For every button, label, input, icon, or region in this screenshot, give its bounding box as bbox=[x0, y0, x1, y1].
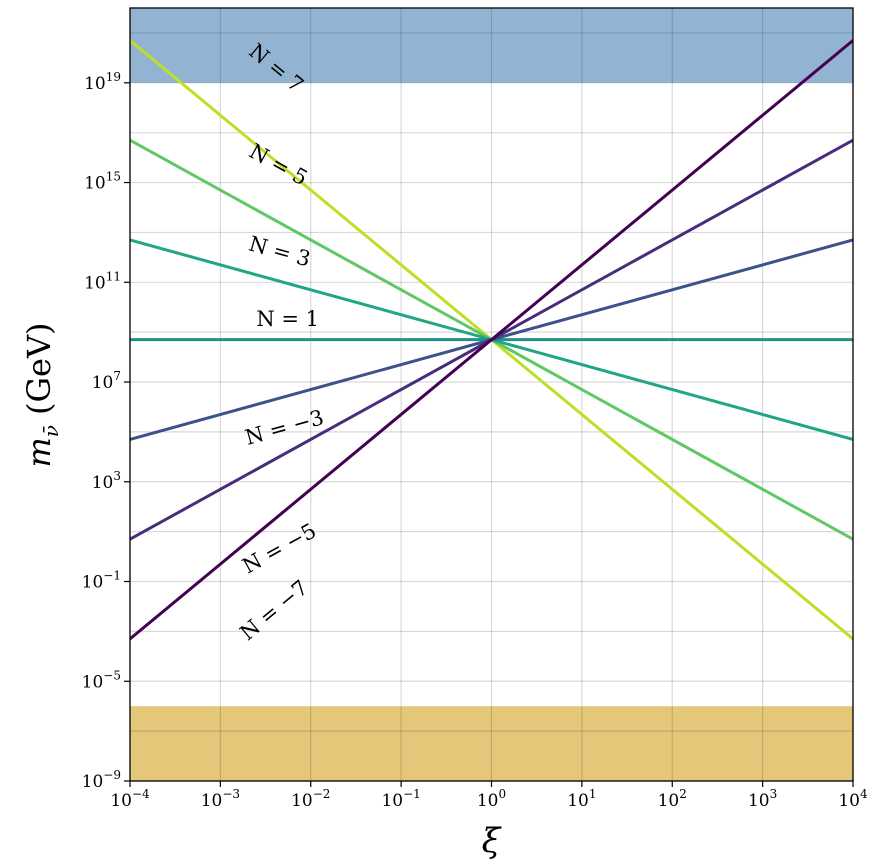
y-axis-title: mν̄ (GeV) bbox=[20, 322, 63, 467]
y-axis-title-symbol: m bbox=[20, 437, 58, 467]
y-tick-label-0: 10−9 bbox=[82, 768, 121, 792]
series-label-4: N = −3 bbox=[243, 405, 327, 449]
svg-text:mν̄(GeV): mν̄ (GeV) bbox=[20, 322, 63, 467]
x-tick-label-3: 10−1 bbox=[381, 787, 420, 811]
shaded-band-0 bbox=[130, 8, 853, 83]
x-tick-label-6: 102 bbox=[658, 787, 687, 811]
y-tick-label-4: 107 bbox=[92, 369, 121, 393]
x-tick-label-5: 101 bbox=[567, 787, 596, 811]
x-axis-title: ξ bbox=[482, 821, 503, 861]
x-tick-label-7: 103 bbox=[748, 787, 777, 811]
x-tick-label-0: 10−4 bbox=[110, 787, 150, 811]
series-line-6 bbox=[130, 38, 853, 641]
series-label-5: N = −5 bbox=[238, 519, 320, 579]
y-tick-label-3: 103 bbox=[92, 469, 121, 493]
bands-layer bbox=[130, 8, 853, 781]
y-axis-title-unit: (GeV) bbox=[20, 322, 58, 415]
y-tick-label-6: 1015 bbox=[84, 170, 121, 194]
shaded-band-1 bbox=[130, 706, 853, 781]
ticks-layer: 10−4 10−3 10−2 10−1 100 101 102 103 104 10−9 10−5 1… bbox=[82, 70, 868, 811]
series-layer bbox=[130, 38, 853, 641]
series-label-3: N = 1 bbox=[256, 307, 319, 331]
x-tick-label-1: 10−3 bbox=[201, 787, 240, 811]
y-tick-label-7: 1019 bbox=[84, 70, 121, 94]
y-tick-label-5: 1011 bbox=[84, 269, 121, 293]
x-tick-label-4: 100 bbox=[477, 787, 506, 811]
x-tick-label-8: 104 bbox=[838, 787, 868, 811]
y-tick-label-2: 10−1 bbox=[82, 569, 121, 593]
series-labels-layer: N = 7N = 5N = 3N = 1N = −3N = −5N = −7 bbox=[235, 39, 326, 645]
series-label-2: N = 3 bbox=[246, 232, 313, 272]
y-tick-label-1: 10−5 bbox=[82, 668, 121, 692]
x-tick-label-2: 10−2 bbox=[291, 787, 330, 811]
grid-layer bbox=[129, 8, 854, 782]
series-label-6: N = −7 bbox=[235, 575, 312, 645]
y-axis-title-subscript: ν̄ bbox=[39, 425, 63, 437]
